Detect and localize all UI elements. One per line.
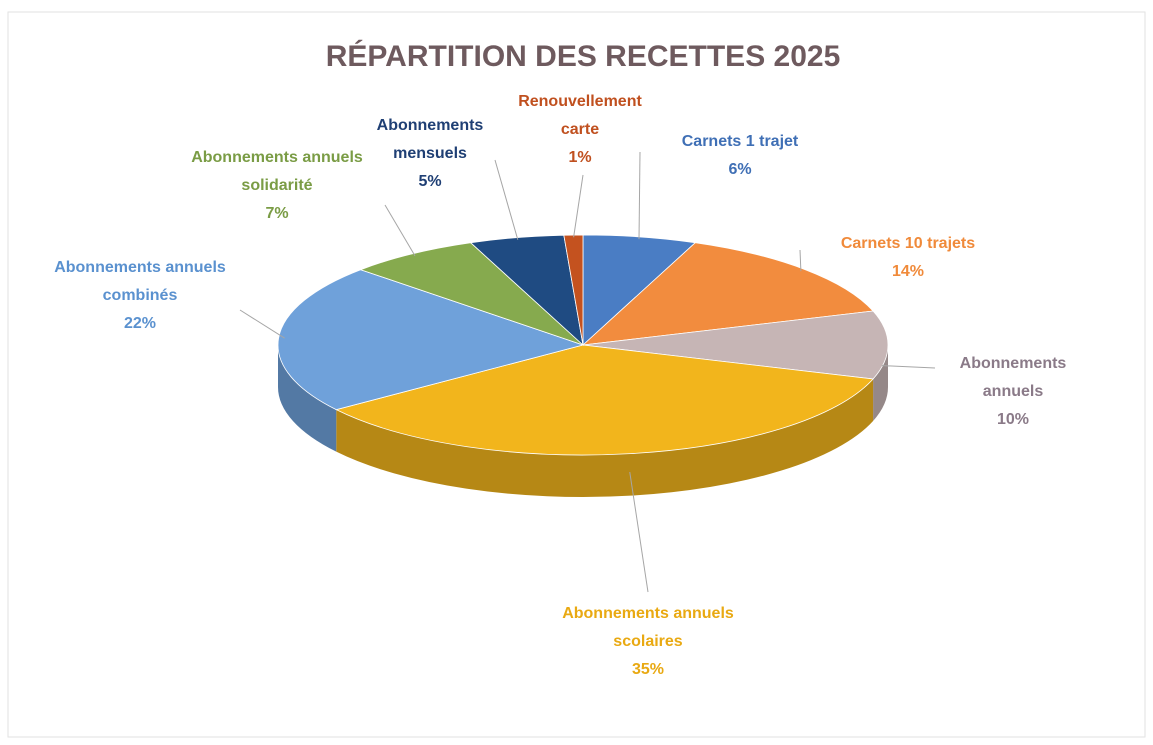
leader-line (629, 471, 649, 593)
category-label: Abonnements annuels combinés (54, 259, 226, 304)
category-label: Carnets 10 trajets (840, 235, 976, 252)
leader-line (638, 151, 641, 240)
data-label: Abonnements annuels 10% (938, 350, 1088, 434)
pie-slice-side (278, 345, 337, 452)
chart-title: RÉPARTITION DES RECETTES 2025 (326, 39, 841, 73)
value-label: 6% (728, 161, 752, 178)
leader-line (881, 365, 936, 369)
category-label: Carnets 1 trajet (681, 133, 799, 150)
leader-line (384, 204, 416, 257)
value-label: 22% (123, 315, 157, 332)
data-label: Carnets 1 trajet 6% (640, 128, 840, 184)
value-label: 35% (631, 661, 665, 678)
category-label: Abonnements mensuels (376, 117, 484, 162)
category-label: Renouvellement carte (518, 93, 642, 138)
leader-line (799, 249, 802, 272)
chart-frame (7, 11, 1146, 738)
category-label: Abonnements annuels solidarité (191, 149, 363, 194)
data-label: Abonnements annuels combinés 22% (50, 254, 230, 338)
pie-slice (277, 269, 585, 411)
category-label: Abonnements annuels scolaires (562, 605, 734, 650)
pie-slice (563, 234, 584, 346)
leader-line (239, 309, 285, 339)
data-label: Carnets 10 trajets 14% (808, 230, 1008, 286)
pie-slice-side (336, 378, 874, 498)
pie-slice (582, 310, 889, 380)
leader-line (573, 174, 584, 238)
value-label: 1% (568, 149, 592, 166)
pie-slice (335, 344, 874, 456)
category-label: Abonnements annuels (959, 355, 1067, 400)
value-label: 10% (996, 411, 1030, 428)
pie-slice (359, 242, 584, 346)
value-label: 5% (418, 173, 442, 190)
data-label: Abonnements annuels solidarité 7% (187, 144, 367, 228)
leader-line (494, 159, 519, 240)
value-label: 14% (891, 263, 925, 280)
pie-slice-side (873, 345, 889, 421)
data-label: Renouvellement carte 1% (505, 88, 655, 172)
value-label: 7% (265, 205, 289, 222)
data-label: Abonnements mensuels 5% (363, 112, 498, 196)
data-label: Abonnements annuels scolaires 35% (558, 600, 738, 684)
